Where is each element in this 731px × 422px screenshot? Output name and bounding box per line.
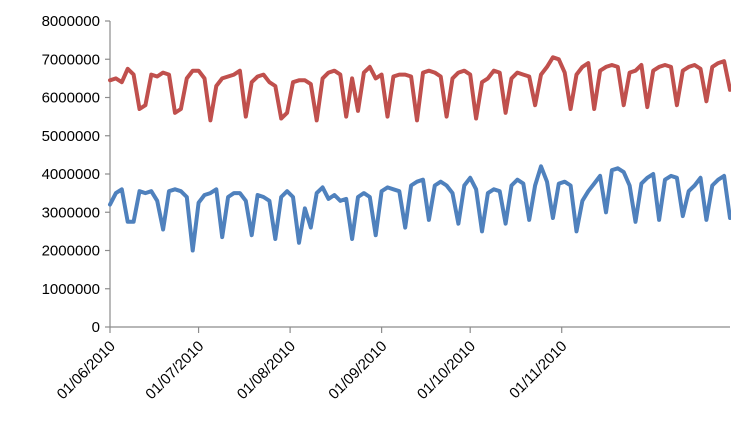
y-tick-label: 6000000 <box>42 90 100 107</box>
y-tick-label: 7000000 <box>42 51 100 68</box>
x-tick-label: 01/07/2010 <box>142 338 207 403</box>
x-tick-label: 01/11/2010 <box>506 338 570 402</box>
y-tick-label: 3000000 <box>42 204 100 221</box>
x-tick-label: 01/09/2010 <box>325 338 390 403</box>
y-tick-label: 0 <box>92 319 100 336</box>
y-tick-label: 1000000 <box>42 281 100 298</box>
x-tick-label: 01/08/2010 <box>234 338 299 403</box>
series-line-1 <box>108 164 731 253</box>
series-layer <box>108 55 731 253</box>
x-axis: 01/06/2010 01/07/2010 01/08/2010 01/09/2010… <box>54 326 730 403</box>
y-axis: 0 1000000 2000000 3000000 4000000 5000000 6000… <box>42 13 111 336</box>
x-tick-label: 01/10/2010 <box>414 338 479 403</box>
y-tick-label: 5000000 <box>42 128 100 145</box>
series-line-0 <box>108 55 731 123</box>
y-tick-label: 4000000 <box>42 166 100 183</box>
y-tick-label: 8000000 <box>42 13 100 30</box>
y-tick-label: 2000000 <box>42 243 100 260</box>
x-tick-label: 01/06/2010 <box>54 338 119 403</box>
